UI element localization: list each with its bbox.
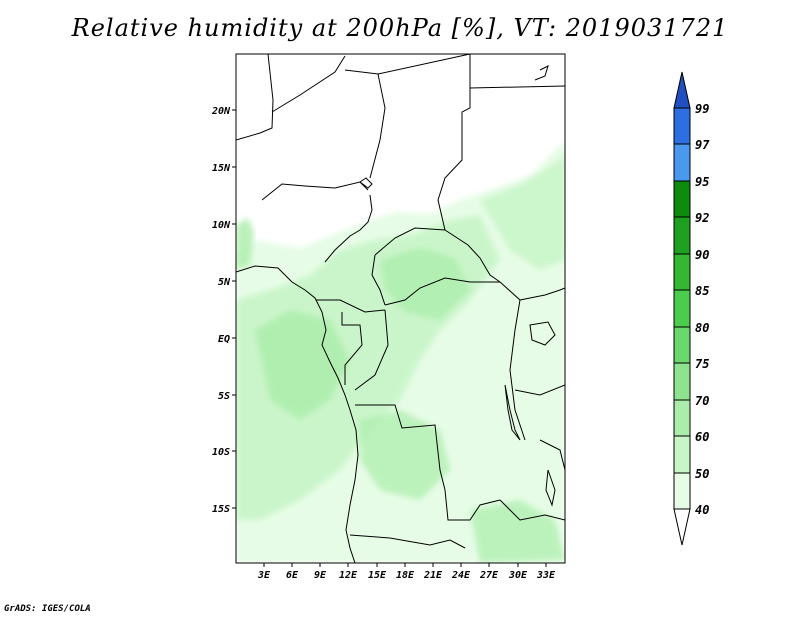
lat-label: 15S bbox=[212, 504, 230, 515]
colorbar-level-label: 97 bbox=[695, 138, 710, 152]
border-libya-egypt-sudan bbox=[437, 54, 471, 231]
colorbar-level-label: 85 bbox=[695, 284, 709, 298]
map-frame bbox=[235, 53, 566, 564]
colorbar-level-label: 40 bbox=[695, 503, 709, 517]
border-algeria-mali bbox=[271, 55, 346, 113]
border-cameroon-congo-gabon bbox=[316, 299, 386, 313]
lat-label: 20N bbox=[211, 106, 231, 117]
border-zambia-zimbabwe bbox=[499, 499, 565, 521]
lat-label: 10N bbox=[212, 220, 231, 231]
lon-label: 24E bbox=[451, 570, 471, 581]
border-chad-car bbox=[374, 227, 446, 256]
colorbar-swatch bbox=[673, 435, 691, 474]
colorbar-level-label: 50 bbox=[695, 467, 709, 481]
colorbar: 99 97 95 92 90 85 80 75 70 60 50 40 bbox=[673, 71, 710, 546]
border-niger-libya bbox=[344, 54, 471, 75]
colorbar-swatch bbox=[673, 326, 691, 364]
lon-label: 6E bbox=[286, 570, 299, 581]
coastline-west-africa bbox=[236, 265, 359, 563]
lon-label: 3E bbox=[257, 570, 271, 581]
colorbar-level-label: 60 bbox=[695, 430, 709, 444]
lake-malawi bbox=[545, 469, 556, 507]
lake-tanganyika bbox=[504, 384, 521, 441]
colorbar-swatch bbox=[673, 399, 691, 437]
border-mozambique bbox=[539, 439, 565, 471]
country-borders bbox=[236, 54, 565, 563]
humidity-field-60 bbox=[255, 310, 350, 420]
humidity-field-60b bbox=[380, 248, 470, 320]
colorbar-level-label: 99 bbox=[695, 102, 709, 116]
border-cameroon-car bbox=[371, 254, 386, 306]
colorbar-swatch bbox=[673, 472, 691, 510]
lon-label: 27E bbox=[479, 570, 499, 581]
lon-label: 9E bbox=[314, 570, 327, 581]
lat-label: 5S bbox=[218, 391, 230, 402]
lon-label: 15E bbox=[368, 570, 387, 581]
lon-label: 33E bbox=[536, 570, 556, 581]
border-drc-east bbox=[499, 281, 526, 441]
colorbar-swatch bbox=[673, 289, 691, 328]
humidity-field-west bbox=[236, 218, 254, 270]
red-sea-coast bbox=[534, 65, 549, 81]
colorbar-swatch bbox=[673, 253, 691, 291]
colorbar-swatch bbox=[673, 362, 691, 401]
latitude-axis: 20N 15N 10N 5N EQ 5S 10S 15S bbox=[211, 106, 236, 515]
colorbar-swatch bbox=[673, 143, 691, 182]
colorbar-level-label: 75 bbox=[695, 357, 709, 371]
colorbar-level-label: 92 bbox=[695, 211, 709, 225]
humidity-shading bbox=[236, 140, 565, 563]
border-libya-chad bbox=[369, 73, 386, 179]
humidity-field-60c bbox=[360, 410, 450, 500]
lon-label: 12E bbox=[339, 570, 358, 581]
border-congo-drc bbox=[354, 309, 389, 391]
border-angola-namibia bbox=[349, 534, 466, 549]
border-nigeria-cameroon bbox=[324, 194, 373, 263]
lon-label: 21E bbox=[423, 570, 443, 581]
lat-label: EQ bbox=[218, 334, 230, 345]
colorbar-swatch bbox=[673, 180, 691, 218]
colorbar-swatch bbox=[673, 216, 691, 255]
border-mauritania-mali bbox=[236, 54, 274, 141]
map-title: Relative humidity at 200hPa [%], VT: 201… bbox=[71, 14, 729, 42]
colorbar-level-label: 70 bbox=[695, 394, 709, 408]
colorbar-swatch bbox=[673, 107, 691, 145]
lat-label: 5N bbox=[218, 277, 231, 288]
colorbar-level-label: 80 bbox=[695, 321, 709, 335]
lon-label: 30E bbox=[508, 570, 528, 581]
lake-chad bbox=[359, 177, 373, 189]
colorbar-cap-top bbox=[673, 71, 691, 109]
border-gabon-congo bbox=[341, 312, 363, 385]
grads-credit: GrADS: IGES/COLA bbox=[4, 604, 91, 614]
lon-label: 18E bbox=[396, 570, 415, 581]
border-drc-angola bbox=[355, 404, 446, 491]
border-tanzania bbox=[514, 384, 565, 396]
border-uganda-kenya bbox=[519, 287, 565, 301]
border-car-drc bbox=[384, 277, 500, 306]
lat-label: 15N bbox=[212, 163, 231, 174]
lake-victoria bbox=[529, 321, 556, 346]
humidity-field-50b bbox=[480, 150, 565, 270]
colorbar-level-label: 95 bbox=[695, 175, 709, 189]
border-egypt-sudan bbox=[469, 85, 565, 89]
colorbar-cap-bottom bbox=[673, 508, 691, 546]
longitude-axis: 3E 6E 9E 12E 15E 18E 21E 24E 27E 30E 33E bbox=[257, 563, 556, 581]
lat-label: 10S bbox=[212, 447, 230, 458]
border-chad-sudan bbox=[444, 229, 501, 283]
border-niger-nigeria bbox=[261, 181, 369, 201]
colorbar-level-label: 90 bbox=[695, 248, 709, 262]
border-angola-zambia bbox=[444, 489, 501, 521]
